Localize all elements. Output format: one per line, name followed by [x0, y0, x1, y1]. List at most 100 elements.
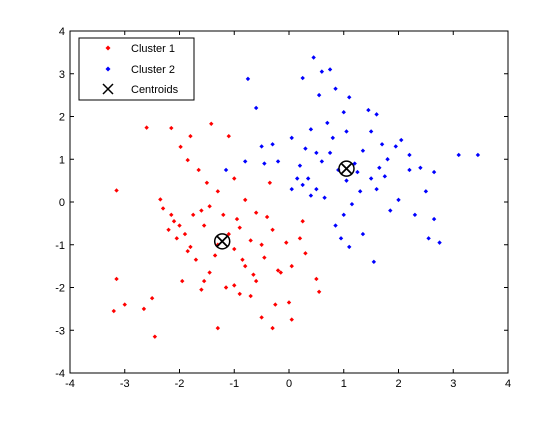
cluster-2-point — [366, 107, 371, 113]
cluster-1-point — [303, 251, 308, 256]
y-tick-label: 0 — [59, 197, 65, 209]
cluster-1-point — [267, 180, 273, 185]
x-tick-label: 1 — [341, 378, 347, 390]
cluster-2-point — [431, 216, 437, 222]
cluster-1-point — [251, 272, 256, 277]
cluster-1-point — [243, 197, 248, 203]
cluster-1-point — [185, 157, 190, 163]
cluster-1-point — [177, 223, 182, 228]
cluster-2-point — [399, 137, 404, 143]
cluster-1-point — [166, 227, 171, 232]
cluster-1-point — [141, 306, 147, 312]
cluster-1-point — [316, 289, 322, 294]
cluster-1-point — [212, 253, 218, 258]
x-tick-label: -1 — [229, 378, 239, 390]
cluster-2-point — [431, 169, 437, 175]
cluster-1-point — [185, 248, 190, 254]
cluster-1-point — [297, 236, 303, 241]
legend-label-cluster-2: Cluster 2 — [131, 64, 175, 76]
cluster-1-point — [232, 176, 237, 181]
x-tick-label: -3 — [120, 378, 130, 390]
cluster-1-point — [199, 208, 204, 213]
x-tick-label: 0 — [286, 378, 292, 390]
cluster-2-point — [407, 152, 412, 158]
cluster-2-point — [275, 159, 281, 164]
cluster-2-point — [412, 212, 418, 218]
cluster-1-point — [149, 295, 155, 301]
x-tick-label: 4 — [505, 378, 511, 390]
cluster-2-point — [382, 174, 388, 179]
cluster-1-point — [152, 334, 158, 339]
y-tick-label: 4 — [59, 26, 65, 38]
cluster-2-point — [297, 163, 303, 168]
cluster-2-point — [300, 75, 305, 81]
x-tick-label: 3 — [450, 378, 456, 390]
cluster-2-point — [245, 76, 251, 82]
cluster-2-point — [308, 127, 314, 132]
y-tick-label: -1 — [55, 240, 65, 252]
cluster-1-point — [234, 216, 240, 222]
cluster-2-point — [344, 129, 349, 134]
x-tick-label: -4 — [65, 378, 75, 390]
cluster-2-point — [371, 259, 377, 265]
cluster-2-point — [336, 167, 341, 173]
legend-swatch-centroids — [102, 83, 114, 95]
cluster-1-point — [215, 325, 221, 331]
cluster-1-point — [264, 214, 270, 220]
cluster-2-point — [368, 176, 374, 181]
y-tick-label: 3 — [59, 69, 65, 81]
cluster-1-point — [114, 276, 119, 282]
cluster-2-point — [357, 189, 363, 194]
cluster-2-point — [300, 182, 305, 188]
cluster-2-point — [360, 231, 366, 237]
cluster-1-point — [207, 270, 212, 275]
cluster-2-point — [327, 67, 333, 72]
cluster-2-point — [311, 55, 316, 60]
cluster-1-point — [314, 276, 319, 282]
cluster-1-point — [174, 236, 179, 241]
cluster-1-point — [122, 302, 127, 307]
cluster-1-point — [169, 212, 174, 218]
cluster-2-point — [314, 186, 319, 192]
cluster-1-point — [182, 231, 188, 237]
centroid-layer — [213, 160, 355, 250]
cluster-1-point — [232, 283, 237, 288]
cluster-1-point — [262, 255, 267, 260]
cluster-2-point — [289, 186, 294, 192]
legend-label-cluster-1: Cluster 1 — [131, 43, 175, 55]
cluster-1-point — [178, 144, 183, 150]
cluster-1-point — [253, 278, 259, 284]
cluster-1-point — [207, 204, 212, 209]
centroid-marker — [338, 160, 355, 177]
cluster-1-point — [209, 121, 214, 126]
cluster-2-point — [289, 135, 294, 141]
cluster-2-point — [379, 142, 385, 147]
cluster-2-point — [426, 236, 431, 241]
cluster-2-point — [325, 120, 330, 126]
cluster-2-point — [385, 157, 390, 162]
cluster-1-point — [201, 223, 207, 228]
cluster-1-point — [284, 240, 289, 245]
cluster-1-point — [114, 188, 119, 193]
cluster-1-point — [201, 278, 207, 284]
cluster-2-point — [330, 135, 335, 141]
cluster-1-point — [215, 189, 221, 194]
x-tick-label: -2 — [175, 378, 185, 390]
cluster-2-point — [374, 112, 379, 117]
cluster-2-point — [295, 176, 300, 181]
cluster-1-point — [160, 206, 166, 211]
cluster-2-point — [305, 176, 311, 181]
cluster-2-point — [377, 165, 382, 170]
cluster-2-point — [319, 159, 325, 164]
cluster-1-point — [180, 278, 185, 284]
cluster-2-point — [327, 150, 333, 156]
cluster-2-point — [338, 236, 344, 241]
cluster-2-point — [314, 150, 319, 156]
cluster-2-point — [368, 129, 374, 134]
cluster-2-point — [223, 167, 229, 173]
cluster-1-point — [289, 263, 294, 269]
y-tick-label: -3 — [55, 325, 65, 337]
cluster-1-point — [270, 227, 275, 232]
legend-entry-cluster-2: Cluster 2 — [105, 64, 175, 76]
cluster-1-point — [278, 270, 283, 275]
